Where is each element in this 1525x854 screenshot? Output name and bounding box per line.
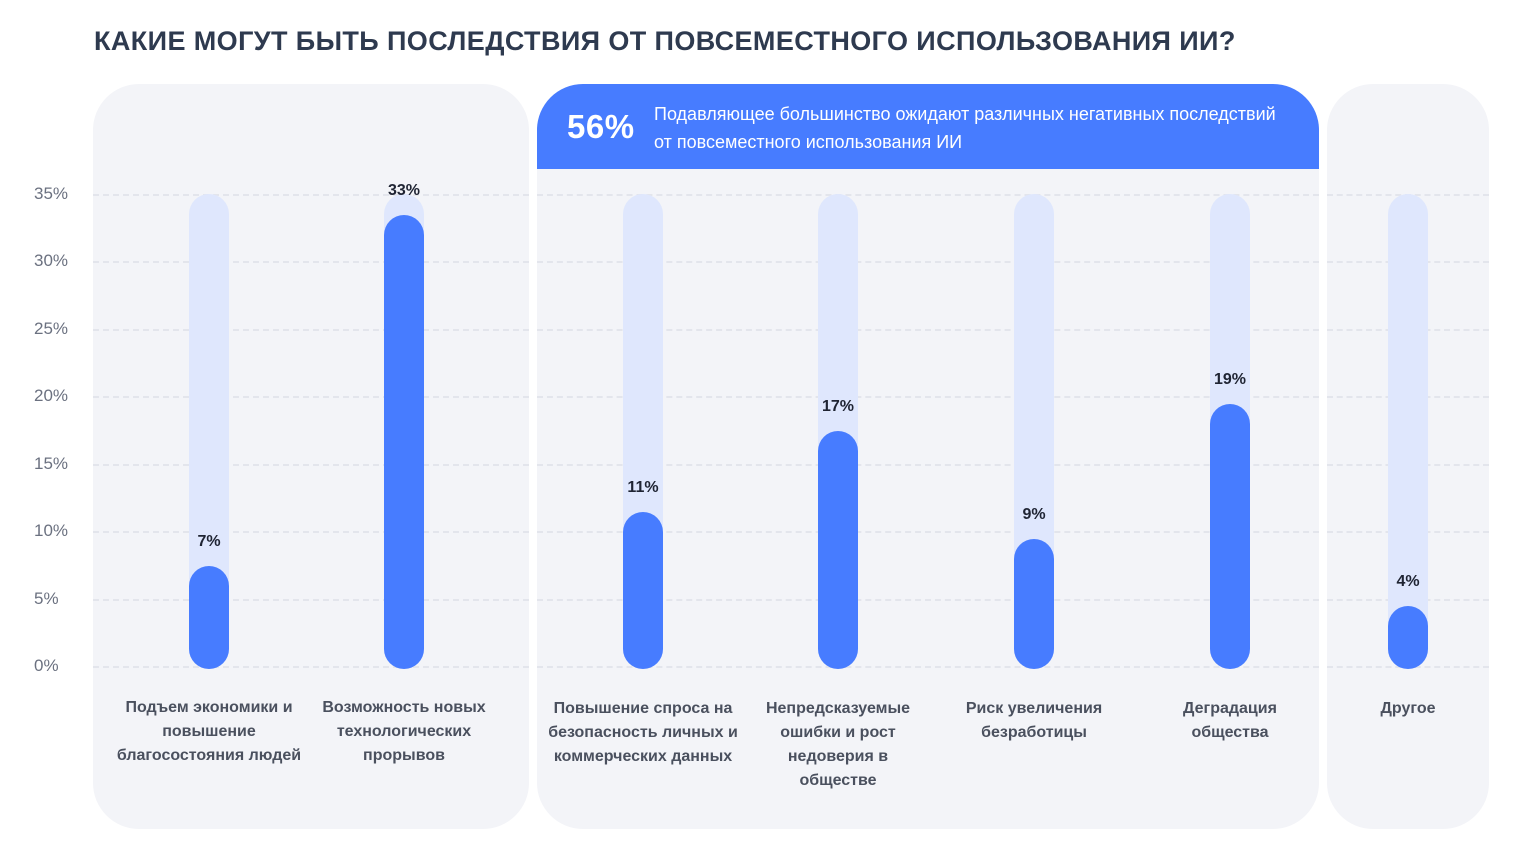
- gridline: [93, 194, 529, 196]
- negative-effects-panel: 56% Подавляющее большинство ожидают разл…: [537, 84, 1319, 829]
- summary-text: Подавляющее большинство ожидают различны…: [654, 104, 1276, 152]
- bar-track: [1388, 194, 1428, 669]
- y-tick-label: 0%: [34, 656, 59, 675]
- gridline: [537, 666, 1319, 668]
- positive-effects-panel: [93, 84, 529, 829]
- bar-value-label: 11%: [627, 478, 659, 496]
- gridline: [93, 328, 529, 331]
- bar-value-label: 7%: [197, 532, 221, 550]
- category-label: Деградация общества: [1183, 700, 1277, 741]
- gridline: [537, 194, 1319, 196]
- category-label: Другое: [1380, 700, 1436, 717]
- bar: [1014, 538, 1054, 669]
- bar: [623, 511, 663, 669]
- y-tick-label: 25%: [34, 318, 69, 338]
- y-tick-label: 30%: [34, 251, 69, 271]
- y-tick-label: 5%: [34, 588, 59, 608]
- bar-value-label: 19%: [1213, 370, 1247, 388]
- y-tick-label: 35%: [34, 184, 69, 203]
- gridline: [537, 396, 1319, 399]
- bar-value-label: 4%: [1396, 573, 1420, 591]
- gridline: [93, 261, 529, 264]
- category-label: Непредсказуемые ошибки и рост недоверия …: [765, 700, 911, 789]
- gridline: [93, 598, 529, 601]
- bar-value-label: 17%: [821, 397, 855, 415]
- y-tick-label: 10%: [34, 521, 69, 541]
- gridline: [537, 261, 1319, 264]
- gridline: [93, 531, 529, 534]
- gridline: [537, 531, 1319, 534]
- gridline: [93, 396, 529, 399]
- gridline: [537, 328, 1319, 331]
- bar: [1388, 606, 1428, 669]
- y-tick-label: 20%: [34, 386, 69, 406]
- bar-value-label: 33%: [387, 181, 421, 199]
- gridline: [93, 463, 529, 466]
- bar: [818, 430, 858, 669]
- category-label: Подъем экономики и повышение благосостоя…: [116, 699, 302, 764]
- page-title: КАКИЕ МОГУТ БЫТЬ ПОСЛЕДСТВИЯ ОТ ПОВСЕМЕС…: [94, 26, 1236, 56]
- summary-banner: 56% Подавляющее большинство ожидают разл…: [537, 84, 1319, 169]
- gridline: [93, 666, 529, 668]
- bar: [384, 214, 424, 669]
- summary-percent: 56%: [567, 108, 635, 145]
- category-label: Возможность новых технологических прорыв…: [322, 699, 486, 764]
- y-tick-label: 15%: [34, 453, 69, 473]
- gridline: [537, 463, 1319, 466]
- category-label: Риск увеличения безработицы: [965, 700, 1103, 741]
- bar: [1210, 403, 1250, 669]
- bar: [189, 565, 229, 669]
- category-label: Повышение спроса на безопасность личных …: [548, 700, 738, 765]
- gridline: [537, 598, 1319, 601]
- bar-value-label: 9%: [1022, 505, 1046, 523]
